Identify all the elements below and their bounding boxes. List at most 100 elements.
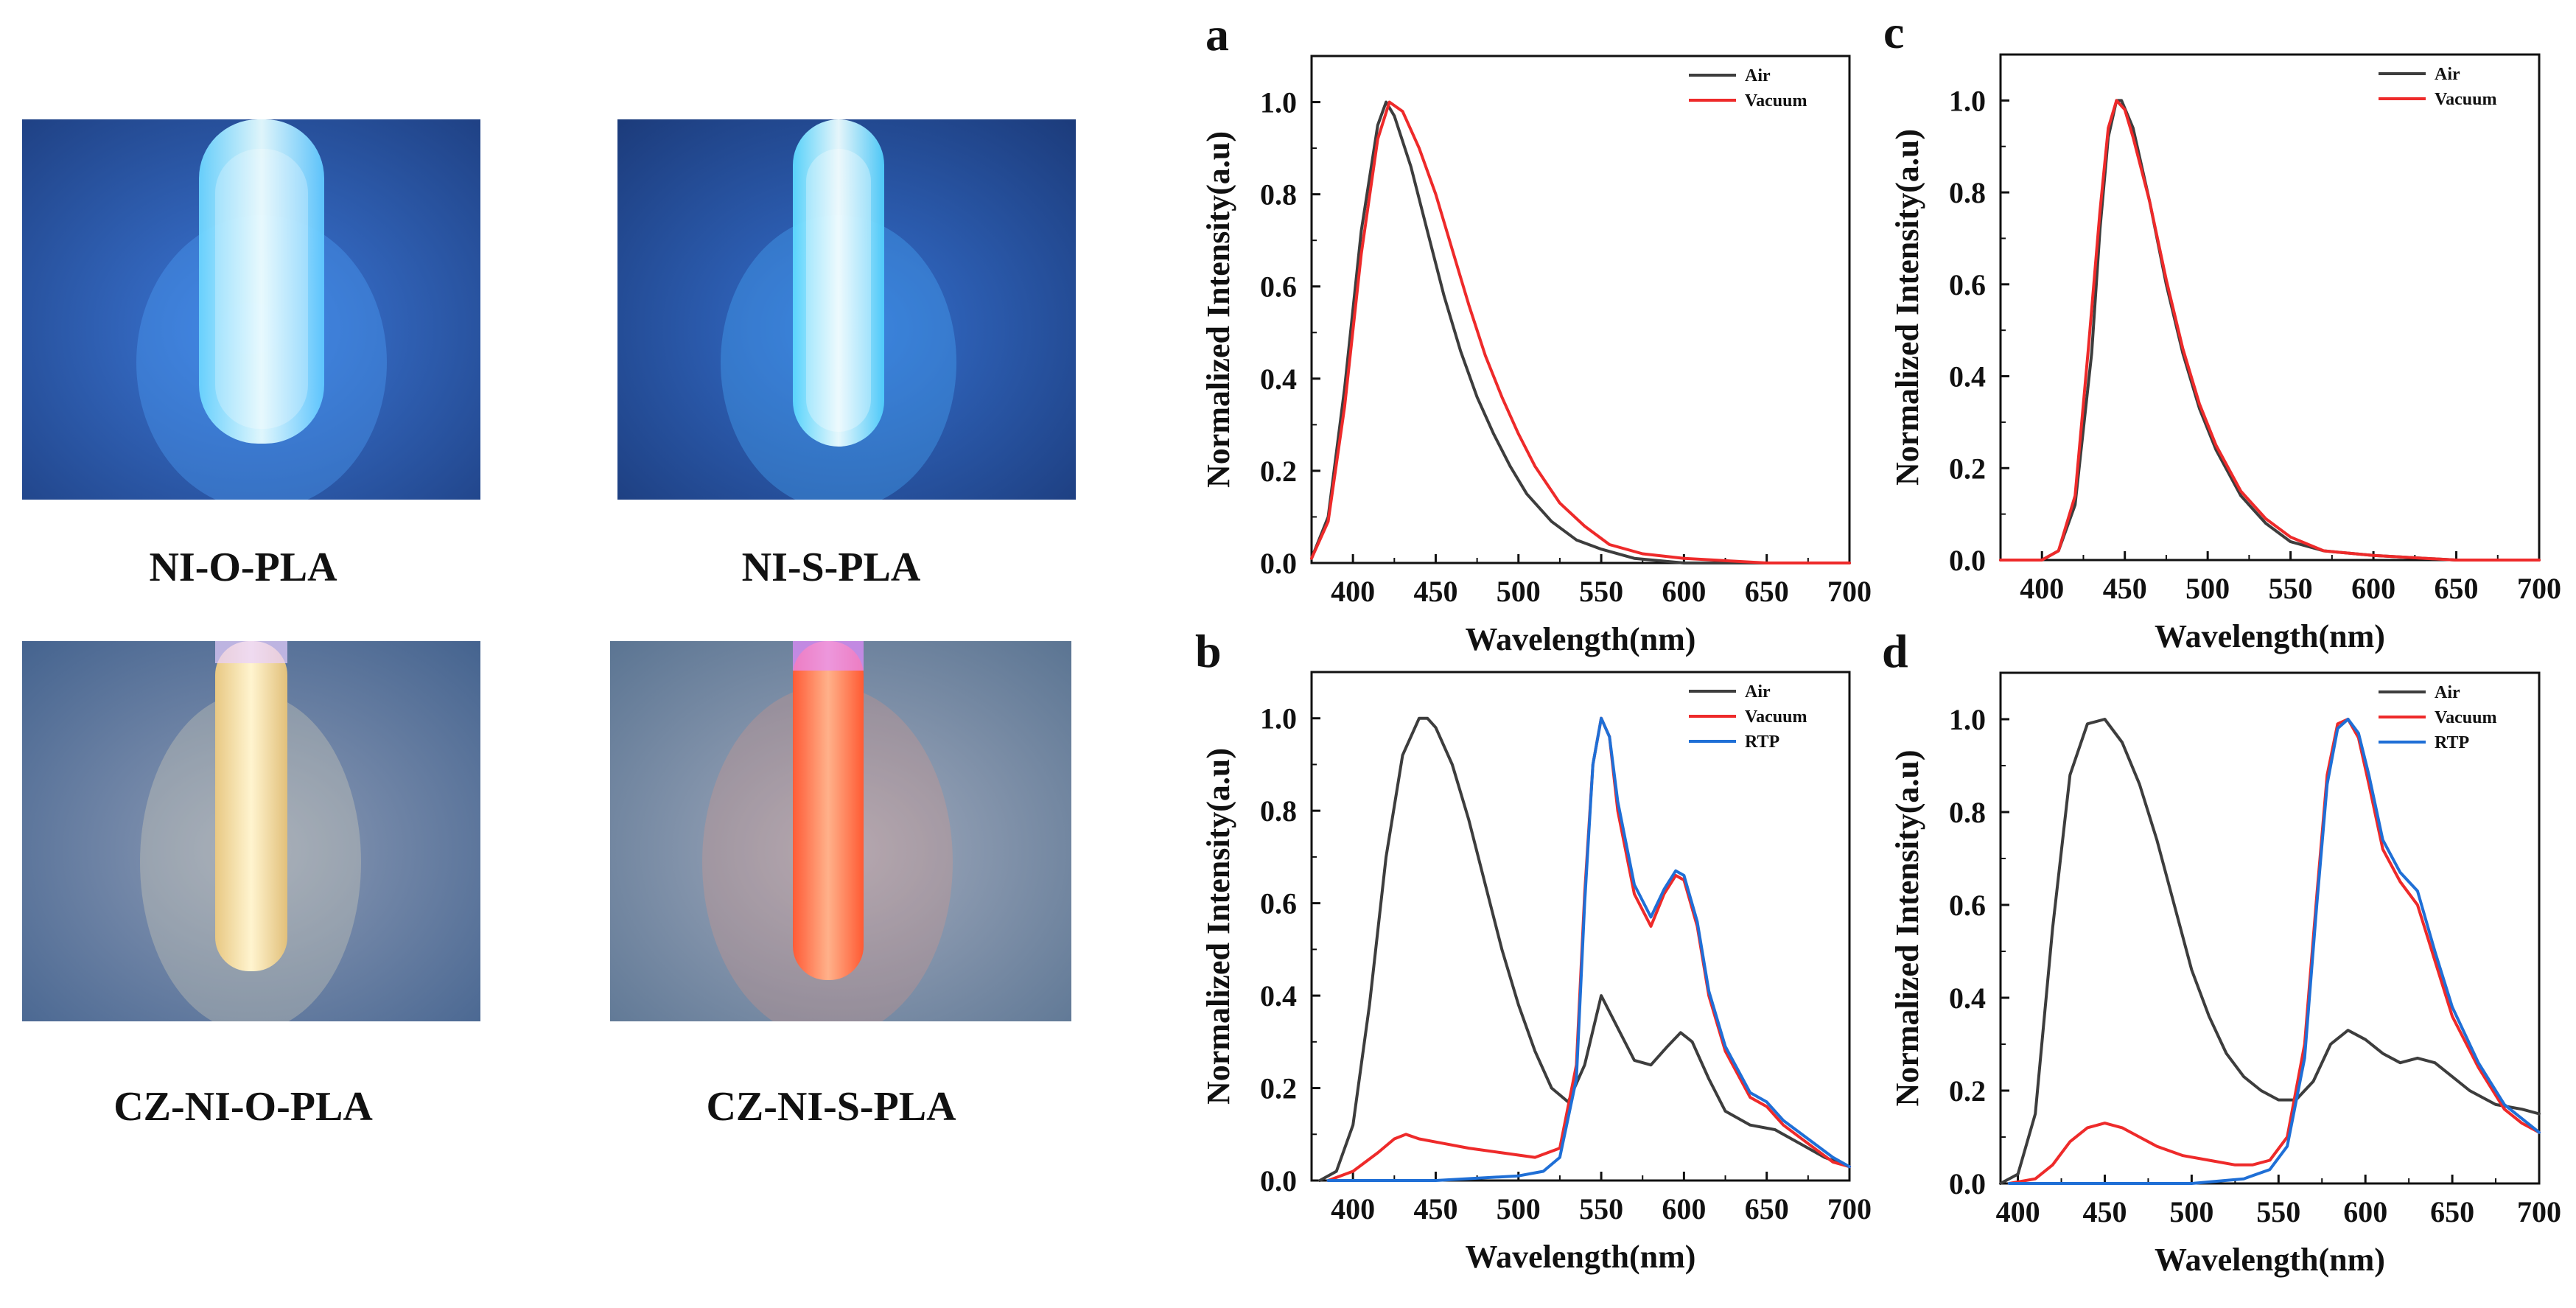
- series-line-air: [1999, 718, 2541, 1185]
- tube-photo-svg: [610, 641, 1071, 1021]
- x-tick-label: 700: [2517, 1195, 2561, 1228]
- series-line-air: [1999, 99, 2541, 562]
- tube-photo-svg: [22, 119, 480, 500]
- panel-letter: b: [1195, 625, 1222, 677]
- x-axis-title: Wavelength(nm): [2155, 1242, 2385, 1278]
- chart-panel-b: b 400 450 500 550 600 650 700 0.0 0.2 0.4 0.6 0.8 1.0…: [1195, 625, 1872, 1275]
- glass-tube: [793, 641, 864, 980]
- photo-ni-o-pla: [22, 119, 480, 500]
- x-axis-title: Wavelength(nm): [1466, 1239, 1696, 1275]
- glass-tube: [793, 119, 884, 447]
- legend-label-air: Air: [1745, 66, 1771, 85]
- x-tick-label: 550: [2269, 572, 2313, 605]
- x-tick-label: 450: [2103, 572, 2147, 605]
- panel-letter: c: [1883, 6, 1904, 58]
- tube-photo-svg: [617, 119, 1076, 500]
- y-tick-label: 1.0: [1949, 703, 1986, 736]
- series-line-rtp: [1326, 716, 1851, 1182]
- x-tick-label: 600: [1662, 575, 1706, 608]
- y-tick-label: 0.6: [1949, 889, 1986, 922]
- y-tick-label: 0.8: [1949, 176, 1986, 209]
- y-axis-title: Normalized Intensity(a.u): [1200, 748, 1236, 1105]
- chart-panel-a: a 400 450 500 550 600 650 700 0.0 0.2 0.4 0.6 0.8 1.0…: [1200, 8, 1872, 657]
- x-tick-label: 400: [1331, 575, 1375, 608]
- photo-cz-ni-s-pla: [610, 641, 1071, 1021]
- x-tick-label: 650: [2430, 1195, 2474, 1228]
- x-tick-label: 550: [1579, 1192, 1623, 1225]
- chart-panel-d: d 400 450 500 550 600 650 700 0.0 0.2 0.4 0.6 0.8 1.0…: [1882, 625, 2561, 1278]
- y-tick-label: 0.2: [1260, 455, 1297, 488]
- photo-label: NI-O-PLA: [149, 545, 337, 590]
- axes-frame: [1999, 53, 2541, 562]
- y-tick-label: 0.4: [1260, 363, 1297, 396]
- y-tick-label: 0.6: [1260, 887, 1297, 920]
- legend-label-air: Air: [2435, 683, 2460, 702]
- y-tick-label: 0.6: [1949, 268, 1986, 301]
- series-line-rtp: [2007, 718, 2541, 1185]
- photo-label: CZ-NI-S-PLA: [706, 1084, 956, 1130]
- glass-tube: [215, 641, 287, 971]
- x-tick-label: 450: [2082, 1195, 2127, 1228]
- y-axis-title: Normalized Intensity(a.u): [1889, 750, 1925, 1107]
- y-axis-title: Normalized Intensity(a.u): [1889, 129, 1925, 486]
- x-tick-label: 500: [1497, 575, 1541, 608]
- x-tick-label: 550: [2256, 1195, 2300, 1228]
- y-tick-label: 1.0: [1949, 84, 1986, 117]
- x-tick-label: 650: [1745, 1192, 1789, 1225]
- x-tick-label: 600: [2351, 572, 2395, 605]
- legend-label-rtp: RTP: [2435, 733, 2469, 752]
- glass-tube: [199, 119, 324, 444]
- series-line-air: [1310, 100, 1851, 564]
- photo-label: NI-S-PLA: [741, 545, 921, 590]
- y-tick-label: 0.0: [1949, 544, 1986, 577]
- y-tick-label: 1.0: [1260, 86, 1297, 119]
- legend-label-air: Air: [1745, 682, 1771, 702]
- legend-label-rtp: RTP: [1745, 732, 1779, 752]
- y-tick-label: 0.2: [1949, 452, 1986, 485]
- series-line-vacuum: [1326, 716, 1851, 1182]
- y-tick-label: 0.0: [1260, 547, 1297, 580]
- y-tick-label: 1.0: [1260, 702, 1297, 735]
- y-tick-label: 0.8: [1949, 796, 1986, 829]
- x-tick-label: 700: [1827, 1192, 1872, 1225]
- legend-label-vacuum: Vacuum: [1745, 707, 1807, 727]
- x-tick-label: 600: [1662, 1192, 1706, 1225]
- x-tick-label: 600: [2343, 1195, 2387, 1228]
- x-tick-label: 700: [2517, 572, 2561, 605]
- y-tick-label: 0.4: [1949, 982, 1986, 1015]
- x-tick-label: 400: [2020, 572, 2064, 605]
- axes-frame: [1310, 55, 1851, 564]
- x-tick-label: 500: [2185, 572, 2230, 605]
- panel-letter: a: [1205, 8, 1229, 60]
- x-tick-label: 450: [1413, 1192, 1457, 1225]
- series-line-air: [1318, 716, 1851, 1182]
- panel-letter: d: [1882, 625, 1908, 677]
- legend-label-vacuum: Vacuum: [1745, 91, 1807, 111]
- legend-label-vacuum: Vacuum: [2435, 708, 2496, 727]
- y-tick-label: 0.8: [1260, 794, 1297, 828]
- y-tick-label: 0.2: [1260, 1072, 1297, 1105]
- tube-photo-svg: [22, 641, 480, 1021]
- x-tick-label: 650: [2435, 572, 2479, 605]
- legend-label-vacuum: Vacuum: [2435, 90, 2496, 109]
- y-tick-label: 0.2: [1949, 1074, 1986, 1108]
- x-tick-label: 650: [1745, 575, 1789, 608]
- x-axis-title: Wavelength(nm): [2155, 618, 2385, 654]
- photo-cz-ni-o-pla: [22, 641, 480, 1021]
- photo-label: CZ-NI-O-PLA: [113, 1084, 373, 1130]
- x-tick-label: 500: [2169, 1195, 2213, 1228]
- x-tick-label: 400: [1996, 1195, 2040, 1228]
- x-tick-label: 500: [1497, 1192, 1541, 1225]
- y-tick-label: 0.0: [1949, 1167, 1986, 1200]
- photo-ni-s-pla: [617, 119, 1076, 500]
- x-tick-label: 400: [1331, 1192, 1375, 1225]
- y-tick-label: 0.8: [1260, 178, 1297, 211]
- x-tick-label: 700: [1827, 575, 1872, 608]
- series-line-vacuum: [2007, 718, 2541, 1185]
- y-tick-label: 0.4: [1949, 360, 1986, 394]
- y-axis-title: Normalized Intensity(a.u): [1200, 131, 1236, 488]
- axes-frame: [1999, 671, 2541, 1185]
- x-axis-title: Wavelength(nm): [1466, 621, 1696, 657]
- y-tick-label: 0.6: [1260, 270, 1297, 304]
